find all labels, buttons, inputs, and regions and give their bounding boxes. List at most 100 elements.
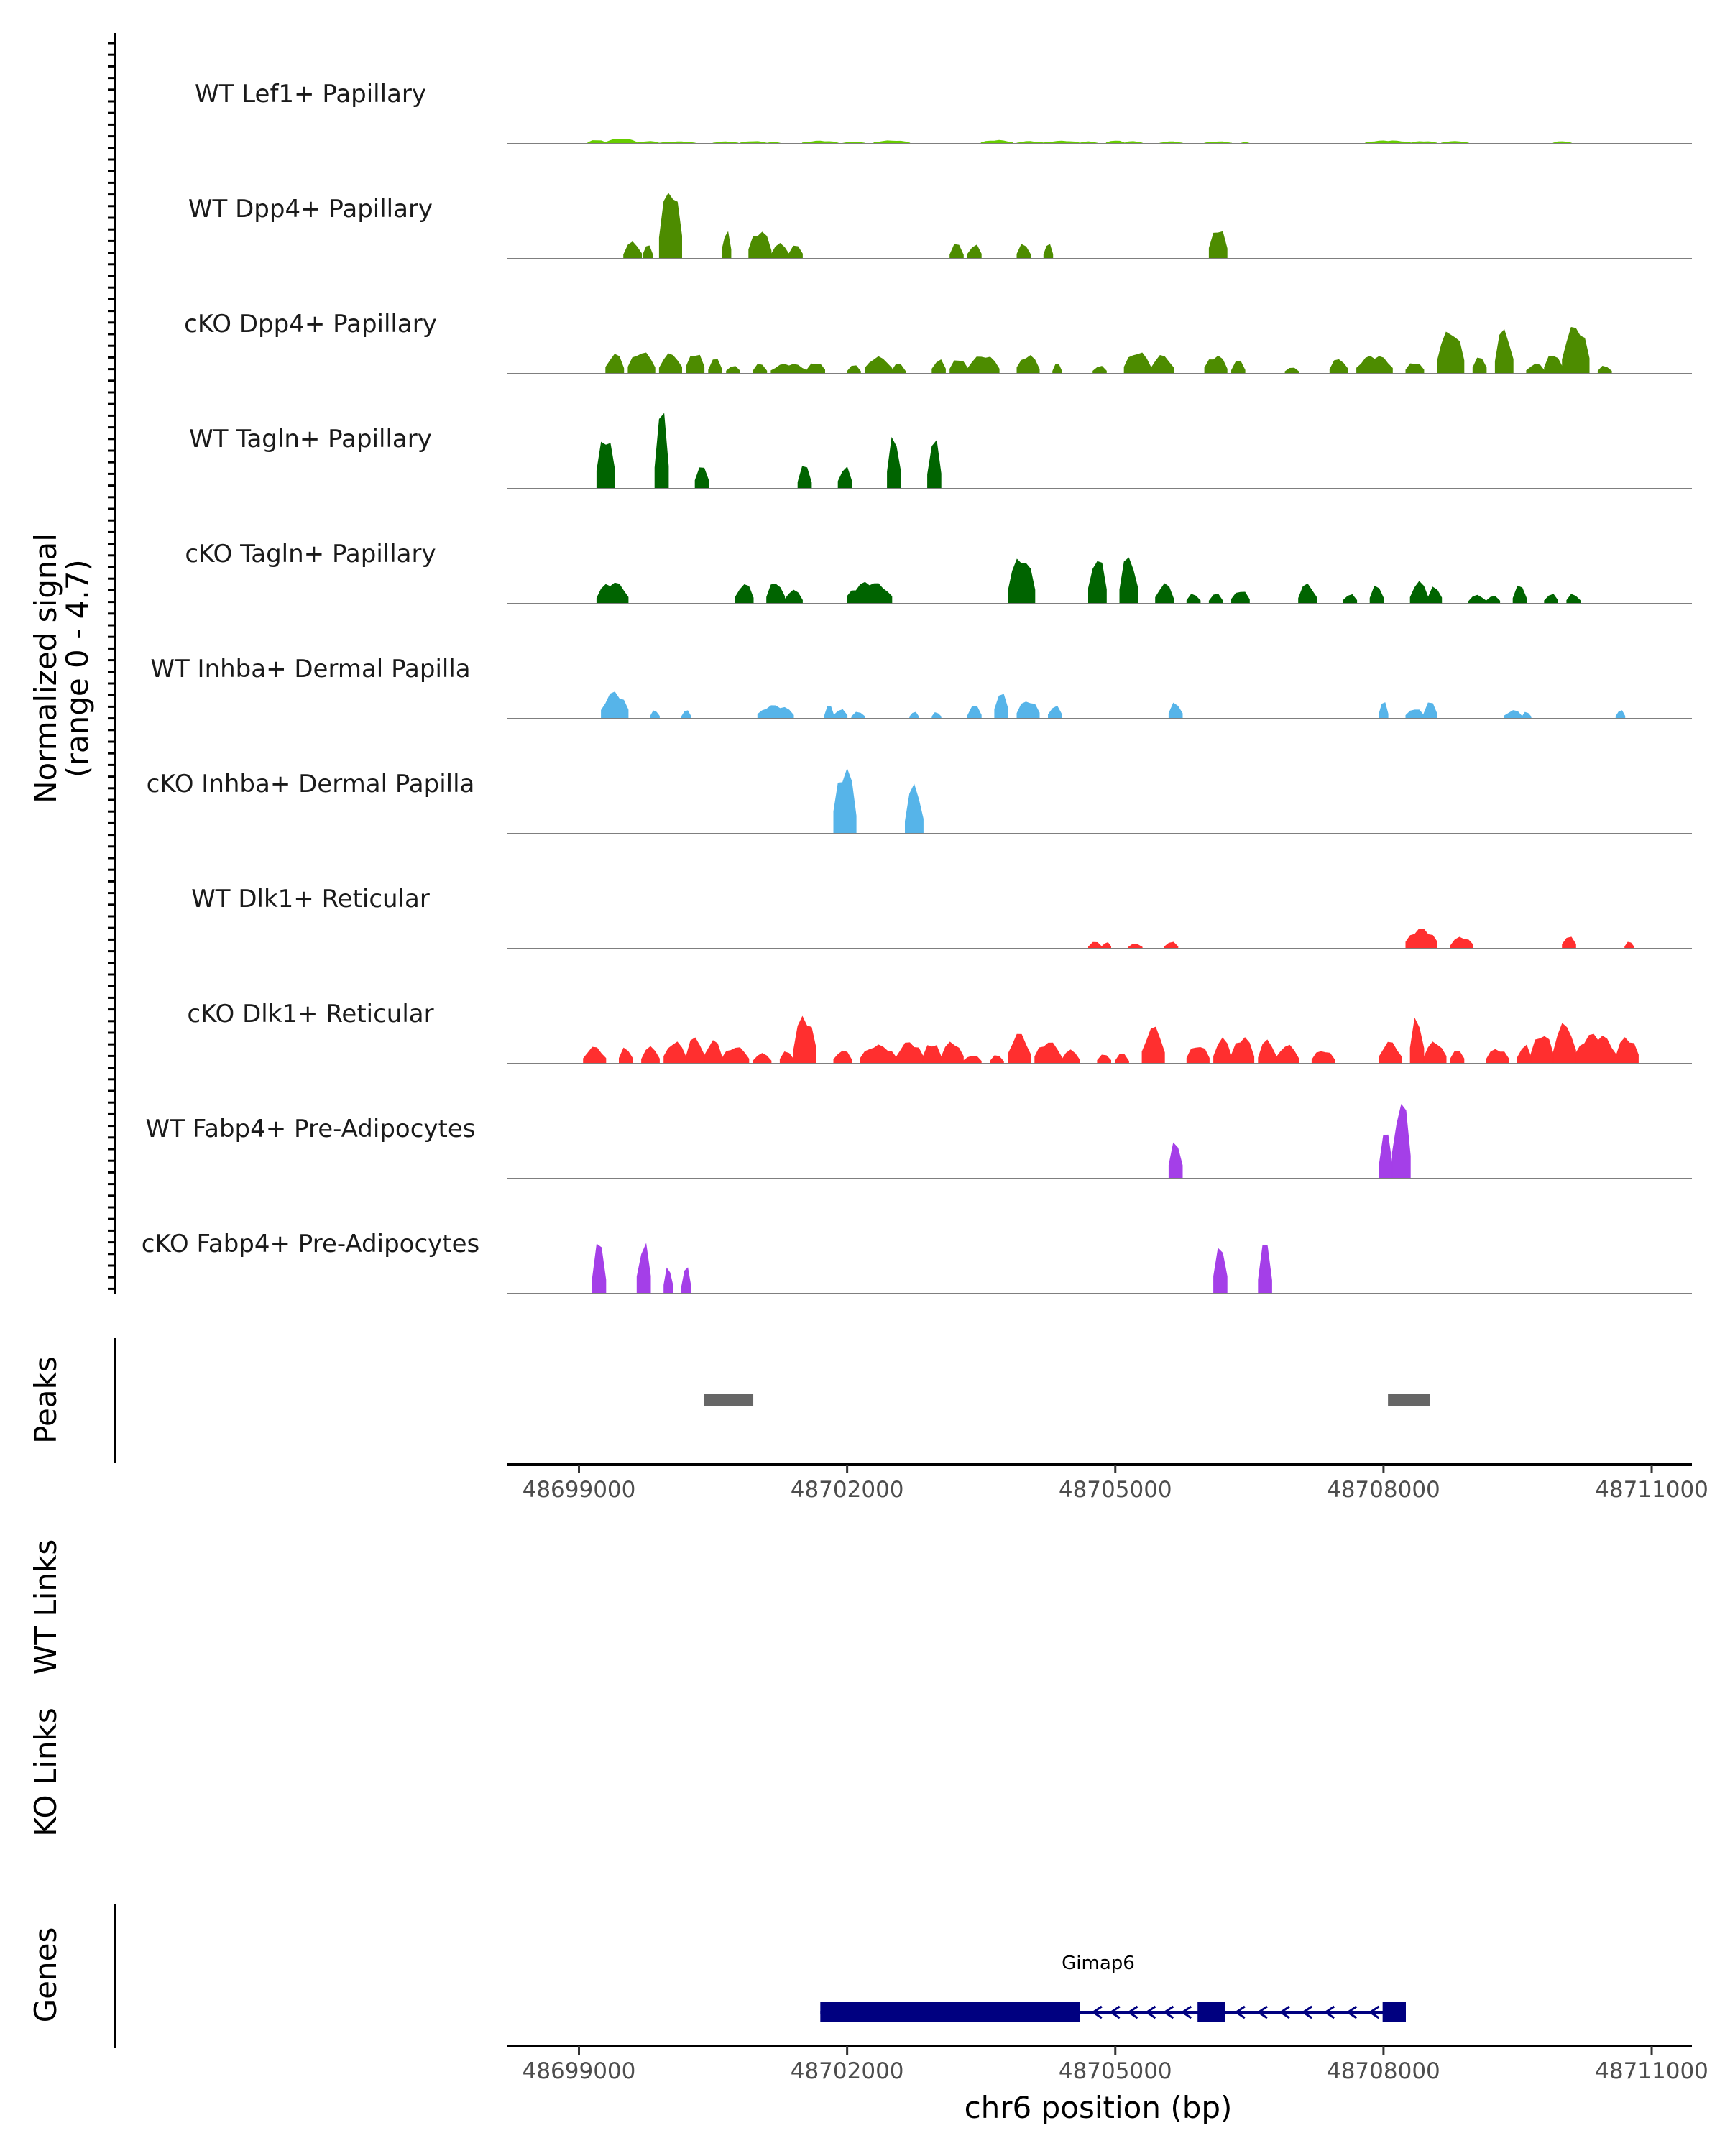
strand-arrow (1279, 2005, 1290, 2019)
signal-peak (658, 193, 682, 259)
signal-peak (623, 241, 643, 259)
track-8: cKO Dlk1+ Reticular (187, 1000, 1692, 1064)
signal-peak (1213, 1037, 1232, 1064)
strand-arrow (1234, 2005, 1246, 2019)
signal-peak (1088, 941, 1103, 949)
signal-peak (1097, 1054, 1111, 1064)
signal-peak (896, 1042, 924, 1064)
signal-peak (1405, 363, 1425, 374)
signal-peak (1151, 355, 1174, 374)
strand-arrow (1109, 2005, 1121, 2019)
strand-arrow (1126, 2005, 1138, 2019)
signal-peak (694, 467, 709, 489)
signal-peak (949, 360, 968, 374)
signal-peak (1427, 586, 1443, 604)
track-label: cKO Inhba+ Dermal Papilla (147, 770, 475, 798)
signal-peak (962, 1055, 982, 1064)
signal-peak (1008, 1033, 1031, 1064)
signal-peak (708, 359, 722, 374)
signal-peak (932, 712, 942, 719)
signal-peak (748, 231, 772, 259)
signal-peak (1164, 941, 1179, 949)
track-1: WT Dpp4+ Papillary (188, 193, 1692, 259)
signal-peak (1034, 1042, 1062, 1064)
genes-x-tick-label: 48699000 (523, 2058, 636, 2084)
peaks-label: Peaks (28, 1356, 63, 1444)
peaks-x-tick-label: 48699000 (523, 1477, 636, 1503)
peaks-x-tick-label: 48711000 (1595, 1477, 1708, 1503)
strand-arrow (1301, 2005, 1313, 2019)
signal-peak (793, 1015, 816, 1064)
signal-peak (1213, 1248, 1228, 1294)
signal-peak (1061, 1049, 1080, 1064)
signal-peak (1392, 1103, 1411, 1179)
peaks-track: Peaks 48699000 48702000 48705000 48708000 487… (28, 1338, 1708, 1503)
strand-arrow (1323, 2005, 1335, 2019)
signal-peak (860, 1044, 897, 1064)
track-label: WT Tagln+ Papillary (189, 425, 432, 453)
signal-peak (1168, 702, 1183, 719)
coverage-tracks: WT Lef1+ Papillary WT Dpp4+ Papillary cKO … (142, 80, 1692, 1294)
signal-peak (1423, 1041, 1447, 1064)
signal-peak (1379, 1041, 1402, 1064)
links-tracks: WT Links KO Links (28, 1539, 63, 1837)
signal-peak (940, 1041, 964, 1064)
strand-arrow (1346, 2005, 1358, 2019)
track-label: WT Dpp4+ Papillary (188, 195, 433, 224)
signal-peak (887, 436, 901, 489)
signal-peak (1468, 594, 1487, 604)
signal-peak (806, 363, 825, 374)
signal-peak (663, 1267, 673, 1294)
signal-peak (1298, 583, 1317, 604)
track-label: cKO Tagln+ Papillary (185, 540, 436, 568)
track-label: WT Lef1+ Papillary (195, 80, 426, 109)
signal-peak (1119, 557, 1138, 604)
signal-peak (1016, 355, 1040, 374)
gene-name: Gimap6 (1062, 1953, 1135, 1974)
signal-peak (1231, 360, 1246, 374)
signal-peak (704, 1040, 722, 1064)
signal-peak (770, 364, 808, 374)
signal-peak (770, 242, 790, 259)
signal-peak (1552, 1023, 1576, 1064)
signal-peak (686, 1037, 705, 1064)
signal-peak (1329, 359, 1348, 374)
track-4: cKO Tagln+ Papillary (185, 540, 1692, 604)
signal-peak (932, 359, 946, 374)
strand-arrow (1162, 2005, 1174, 2019)
genes-track: Genes Gimap6 48699000 48702000 48705000 48708… (28, 1904, 1708, 2125)
signal-peak (1472, 357, 1487, 374)
signal-peak (967, 705, 982, 719)
track-6: cKO Inhba+ Dermal Papilla (147, 768, 1692, 834)
strand-arrow (1144, 2005, 1156, 2019)
signal-peak (596, 582, 629, 604)
signal-peak (1231, 1037, 1255, 1064)
signal-peak (1624, 941, 1634, 949)
signal-peak (681, 1267, 691, 1294)
strand-arrow (1091, 2005, 1103, 2019)
y-axis-label: Normalized signal (28, 533, 63, 803)
signal-peak (824, 706, 834, 719)
signal-peak (1343, 594, 1358, 604)
signal-peak (967, 356, 1000, 374)
signal-peak (735, 584, 754, 604)
signal-peak (605, 354, 625, 374)
signal-peak (788, 245, 803, 259)
signal-peak (583, 1046, 607, 1064)
signal-peak (1258, 1245, 1272, 1294)
y-axis-range-label: (range 0 - 4.7) (60, 559, 95, 778)
signal-peak (833, 709, 848, 719)
track-label: cKO Dpp4+ Papillary (184, 310, 437, 338)
signal-peak (592, 1243, 607, 1294)
signal-peak (1450, 1050, 1465, 1064)
signal-peak (722, 231, 732, 259)
signal-peak (927, 440, 942, 489)
x-axis-label: chr6 position (bp) (965, 2090, 1233, 2125)
peaks-x-tick-label: 48708000 (1327, 1477, 1440, 1503)
signal-peak (654, 413, 669, 489)
signal-peak (1517, 1044, 1532, 1064)
signal-peak (1231, 591, 1250, 604)
signal-peak (851, 711, 865, 719)
signal-peak (1115, 1054, 1129, 1064)
